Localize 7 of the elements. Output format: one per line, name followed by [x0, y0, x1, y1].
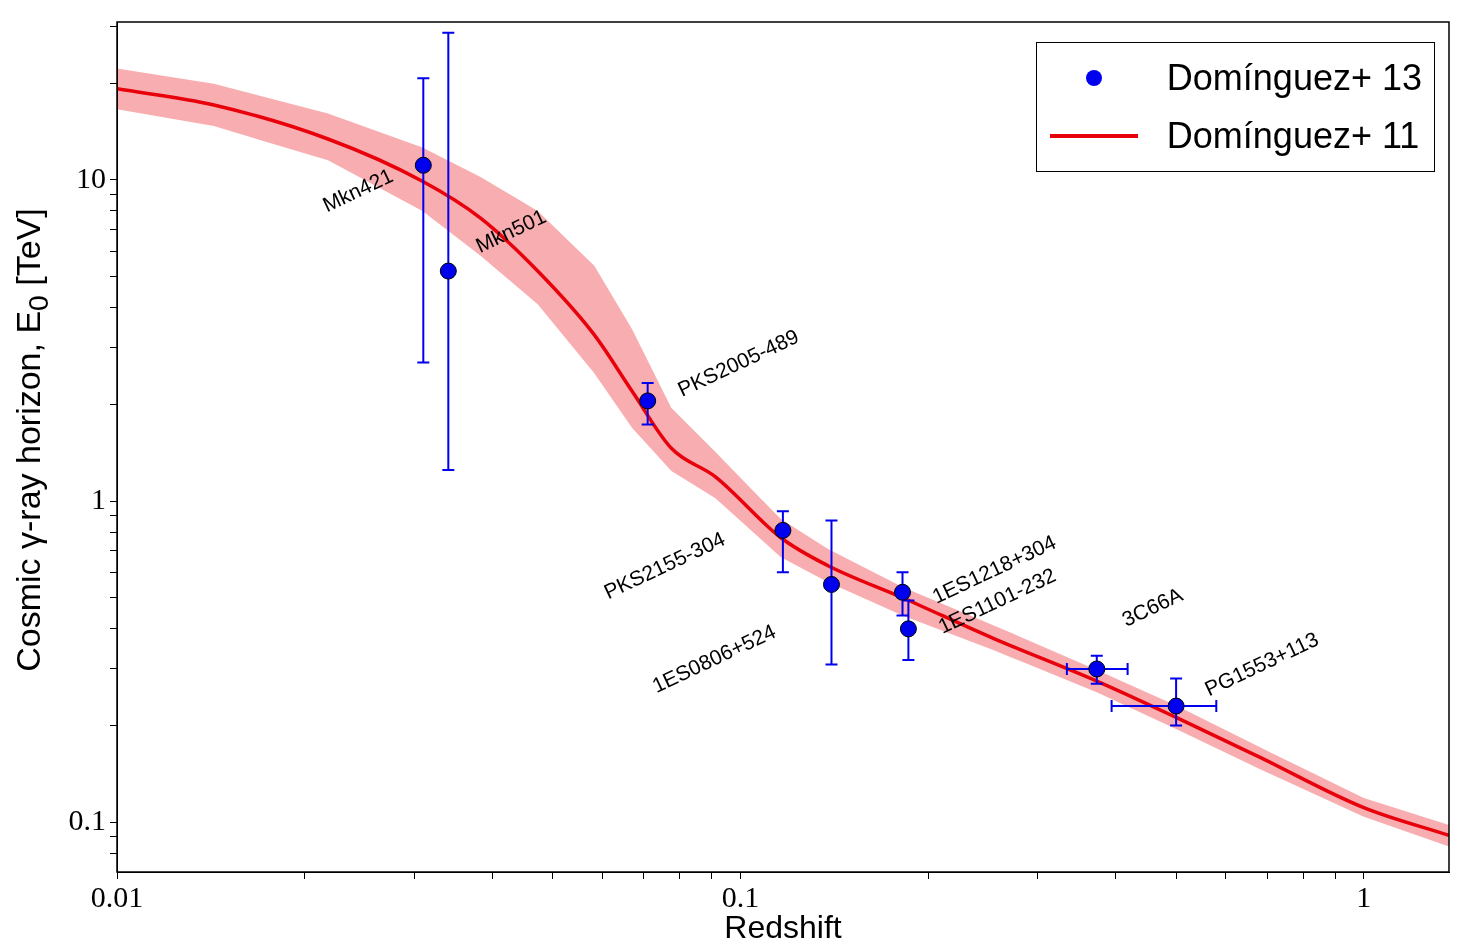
legend-label: Domínguez+ 11 — [1166, 115, 1420, 157]
x-tick-label: 0.01 — [90, 879, 144, 913]
x-tick-label: 1 — [1356, 879, 1372, 913]
y-tick-label: 1 — [91, 481, 106, 515]
y-tick-label: 0.1 — [68, 803, 106, 837]
y-tick-label: 10 — [76, 160, 106, 194]
legend-label: Domínguez+ 13 — [1166, 57, 1422, 99]
